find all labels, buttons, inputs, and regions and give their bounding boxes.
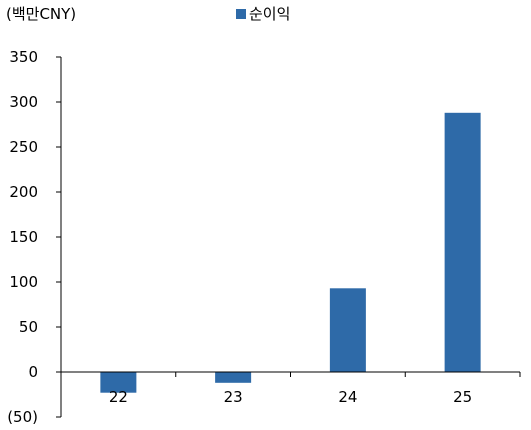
y-tick-label: 150 [9, 228, 38, 246]
x-tick-label: 25 [453, 388, 472, 406]
y-tick-label: 200 [9, 183, 38, 201]
x-tick-label: 22 [109, 388, 128, 406]
bar-24 [329, 288, 366, 372]
y-tick-label: 250 [9, 138, 38, 156]
unit-label: (백만CNY) [6, 5, 77, 23]
y-tick-label: (50) [7, 408, 38, 426]
y-tick-label: 300 [9, 93, 38, 111]
y-tick-label: 100 [9, 273, 38, 291]
y-tick-label: 350 [9, 48, 38, 66]
y-tick-label: 0 [28, 363, 38, 381]
y-tick-label: 50 [19, 318, 38, 336]
bar-22 [100, 372, 137, 393]
bar-23 [215, 372, 252, 383]
legend-label: 순이익 [249, 5, 291, 23]
x-tick-label: 23 [224, 388, 243, 406]
x-tick-label: 24 [338, 388, 357, 406]
legend-swatch [236, 8, 246, 19]
legend: 순이익 [236, 3, 290, 24]
bar-25 [444, 112, 481, 373]
